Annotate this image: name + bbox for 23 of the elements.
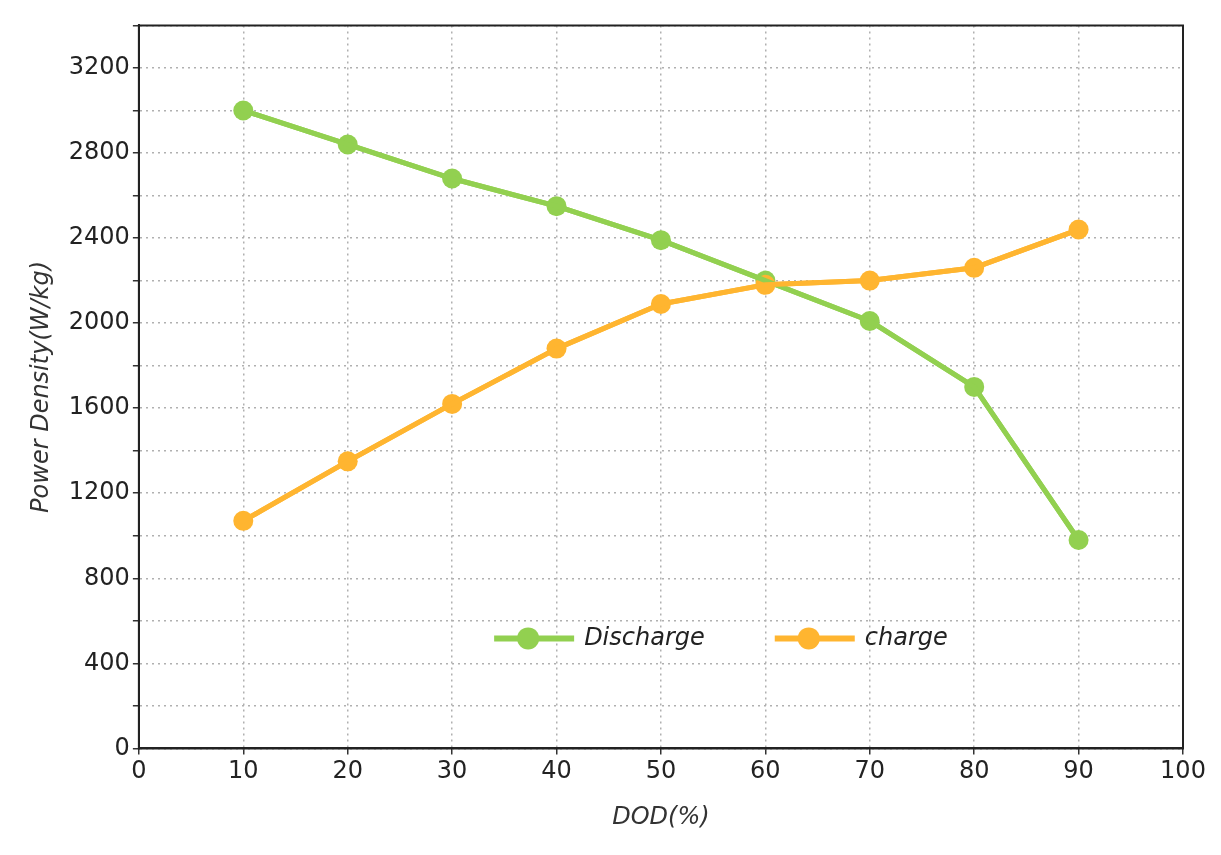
legend-label: charge bbox=[864, 622, 948, 651]
y-axis-title: Power Density(W/kg) bbox=[25, 260, 54, 513]
y-tick-label: 400 bbox=[84, 647, 130, 676]
x-tick-label: 90 bbox=[1063, 756, 1094, 785]
y-tick-label: 1200 bbox=[68, 477, 130, 506]
x-tick-label: 30 bbox=[436, 756, 468, 785]
y-tick-label: 0 bbox=[114, 732, 130, 761]
y-tick-label: 2800 bbox=[68, 137, 130, 166]
y-tick-label: 2400 bbox=[68, 222, 130, 251]
x-tick-label: 10 bbox=[228, 756, 259, 785]
x-tick-label: 20 bbox=[332, 756, 363, 785]
x-tick-label: 50 bbox=[645, 756, 677, 785]
y-tick-label: 1600 bbox=[68, 392, 130, 421]
y-tick-label: 3200 bbox=[68, 52, 130, 81]
x-tick-label: 70 bbox=[854, 756, 886, 785]
y-tick-label: 2000 bbox=[68, 307, 130, 336]
x-tick-label: 100 bbox=[1160, 756, 1206, 785]
x-axis-title: DOD(%) bbox=[612, 801, 710, 830]
x-tick-label: 40 bbox=[541, 756, 572, 785]
x-tick-label: 60 bbox=[750, 756, 781, 785]
x-tick-label: 80 bbox=[958, 756, 990, 785]
legend-label: Discharge bbox=[584, 622, 705, 651]
y-tick-label: 800 bbox=[84, 562, 130, 591]
